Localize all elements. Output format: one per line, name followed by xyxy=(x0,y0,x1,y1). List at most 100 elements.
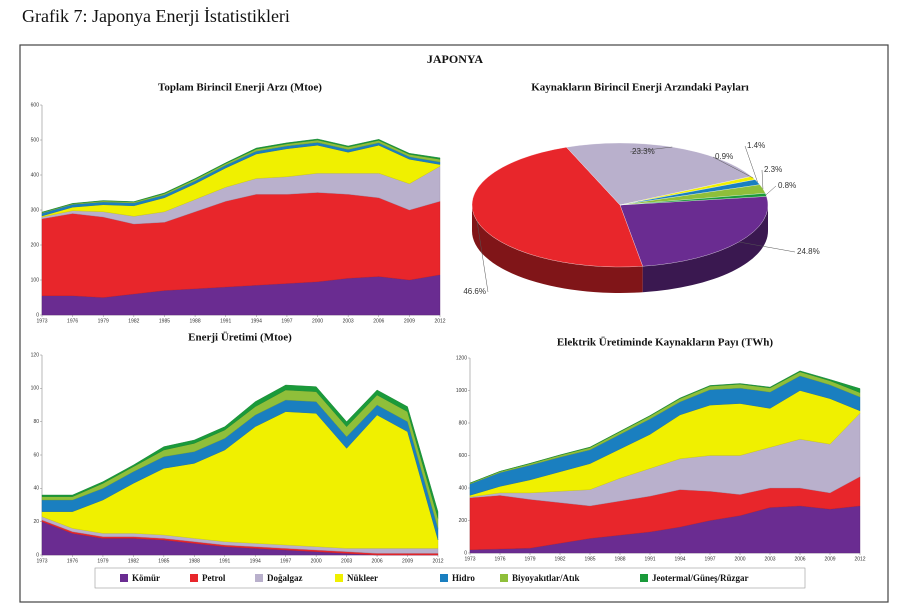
y-tick-label: 600 xyxy=(31,102,40,108)
pie-side xyxy=(642,205,768,293)
x-tick-label: 2003 xyxy=(341,558,352,564)
x-tick-label: 1982 xyxy=(128,318,139,324)
x-tick-label: 2012 xyxy=(854,556,865,562)
legend-label: Jeotermal/Güneş/Rüzgar xyxy=(652,573,748,583)
y-tick-label: 120 xyxy=(31,352,40,358)
leader-line xyxy=(761,169,764,189)
x-tick-label: 1994 xyxy=(250,558,261,564)
figure-title: JAPONYA xyxy=(427,52,484,66)
x-tick-label: 1982 xyxy=(554,556,565,562)
x-tick-label: 1994 xyxy=(251,318,262,324)
data-label: 0.8% xyxy=(778,181,796,190)
x-tick-label: 2012 xyxy=(432,558,443,564)
leader-line xyxy=(738,241,796,253)
y-tick-label: 200 xyxy=(31,242,40,248)
x-tick-label: 1973 xyxy=(464,556,475,562)
x-tick-label: 1988 xyxy=(614,556,625,562)
y-tick-label: 800 xyxy=(459,420,468,426)
y-tick-label: 0 xyxy=(464,550,467,556)
x-tick-label: 1979 xyxy=(97,558,108,564)
leader-line xyxy=(476,221,489,293)
area xyxy=(41,384,439,519)
legend-label: Kömür xyxy=(132,573,160,583)
x-tick-label: 2000 xyxy=(311,558,322,564)
data-label: 46.6% xyxy=(463,287,486,296)
legend-swatch xyxy=(440,574,448,582)
x-tick-label: 1976 xyxy=(67,558,78,564)
x-tick-label: 1973 xyxy=(36,318,47,324)
legend-label: Doğalgaz xyxy=(267,573,303,583)
chart-title: Toplam Birincil Enerji Arzı (Mtoe) xyxy=(158,82,322,94)
y-tick-label: 1000 xyxy=(456,388,467,394)
y-tick-label: 100 xyxy=(31,386,40,392)
x-tick-label: 2000 xyxy=(734,556,745,562)
x-tick-label: 2006 xyxy=(373,318,384,324)
x-tick-label: 2003 xyxy=(764,556,775,562)
leader-line xyxy=(629,146,673,153)
x-tick-label: 2000 xyxy=(312,318,323,324)
y-tick-label: 300 xyxy=(31,207,40,213)
legend-swatch xyxy=(120,574,128,582)
x-tick-label: 1997 xyxy=(281,318,292,324)
legend-swatch xyxy=(335,574,343,582)
x-tick-label: 1979 xyxy=(98,318,109,324)
leader-line xyxy=(744,145,758,183)
x-tick-label: 1976 xyxy=(494,556,505,562)
legend-label: Petrol xyxy=(202,573,226,583)
legend-swatch xyxy=(640,574,648,582)
x-tick-label: 1985 xyxy=(159,318,170,324)
y-tick-label: 100 xyxy=(31,277,40,283)
legend-box xyxy=(94,567,806,589)
x-tick-label: 1991 xyxy=(220,318,231,324)
area xyxy=(41,138,441,213)
x-tick-label: 1997 xyxy=(704,556,715,562)
data-label: 23.3% xyxy=(632,147,655,156)
pie-slice xyxy=(566,142,752,206)
x-tick-label: 2003 xyxy=(343,318,354,324)
leader-line xyxy=(765,185,777,196)
legend-label: Nükleer xyxy=(347,573,378,583)
x-tick-label: 1997 xyxy=(280,558,291,564)
x-tick-label: 2009 xyxy=(404,318,415,324)
data-label: 2.3% xyxy=(764,165,782,174)
frame xyxy=(19,44,889,603)
legend-label: Biyoyakıtlar/Atık xyxy=(512,573,580,583)
x-tick-label: 1979 xyxy=(524,556,535,562)
legend-swatch xyxy=(190,574,198,582)
x-tick-label: 1982 xyxy=(128,558,139,564)
y-tick-label: 500 xyxy=(31,137,40,143)
x-tick-label: 2006 xyxy=(794,556,805,562)
y-tick-label: 1200 xyxy=(456,355,467,361)
y-tick-label: 20 xyxy=(33,519,39,525)
chart-title: Enerji Üretimi (Mtoe) xyxy=(188,331,292,344)
chart-title: Elektrik Üretiminde Kaynakların Payı (TW… xyxy=(557,336,773,349)
y-tick-label: 200 xyxy=(459,518,468,524)
x-tick-label: 1985 xyxy=(584,556,595,562)
y-tick-label: 600 xyxy=(459,453,468,459)
x-tick-label: 2012 xyxy=(434,318,445,324)
caption: Grafik 7: Japonya Enerji İstatistikleri xyxy=(22,6,290,26)
leader-line xyxy=(712,156,754,179)
x-tick-label: 2006 xyxy=(372,558,383,564)
x-tick-label: 1988 xyxy=(189,558,200,564)
y-tick-label: 0 xyxy=(36,552,39,558)
data-label: 24.8% xyxy=(797,247,820,256)
y-tick-label: 400 xyxy=(31,172,40,178)
x-tick-label: 1973 xyxy=(36,558,47,564)
x-tick-label: 1991 xyxy=(644,556,655,562)
legend-swatch xyxy=(500,574,508,582)
area xyxy=(469,370,861,484)
y-tick-label: 40 xyxy=(33,486,39,492)
x-tick-label: 2009 xyxy=(824,556,835,562)
x-tick-label: 1976 xyxy=(67,318,78,324)
pie-slice xyxy=(619,196,769,267)
y-tick-label: 0 xyxy=(36,312,39,318)
x-tick-label: 1991 xyxy=(219,558,230,564)
x-tick-label: 1994 xyxy=(674,556,685,562)
legend-swatch xyxy=(255,574,263,582)
y-tick-label: 400 xyxy=(459,485,468,491)
x-tick-label: 1985 xyxy=(158,558,169,564)
y-tick-label: 60 xyxy=(33,452,39,458)
data-label: 1.4% xyxy=(747,141,765,150)
